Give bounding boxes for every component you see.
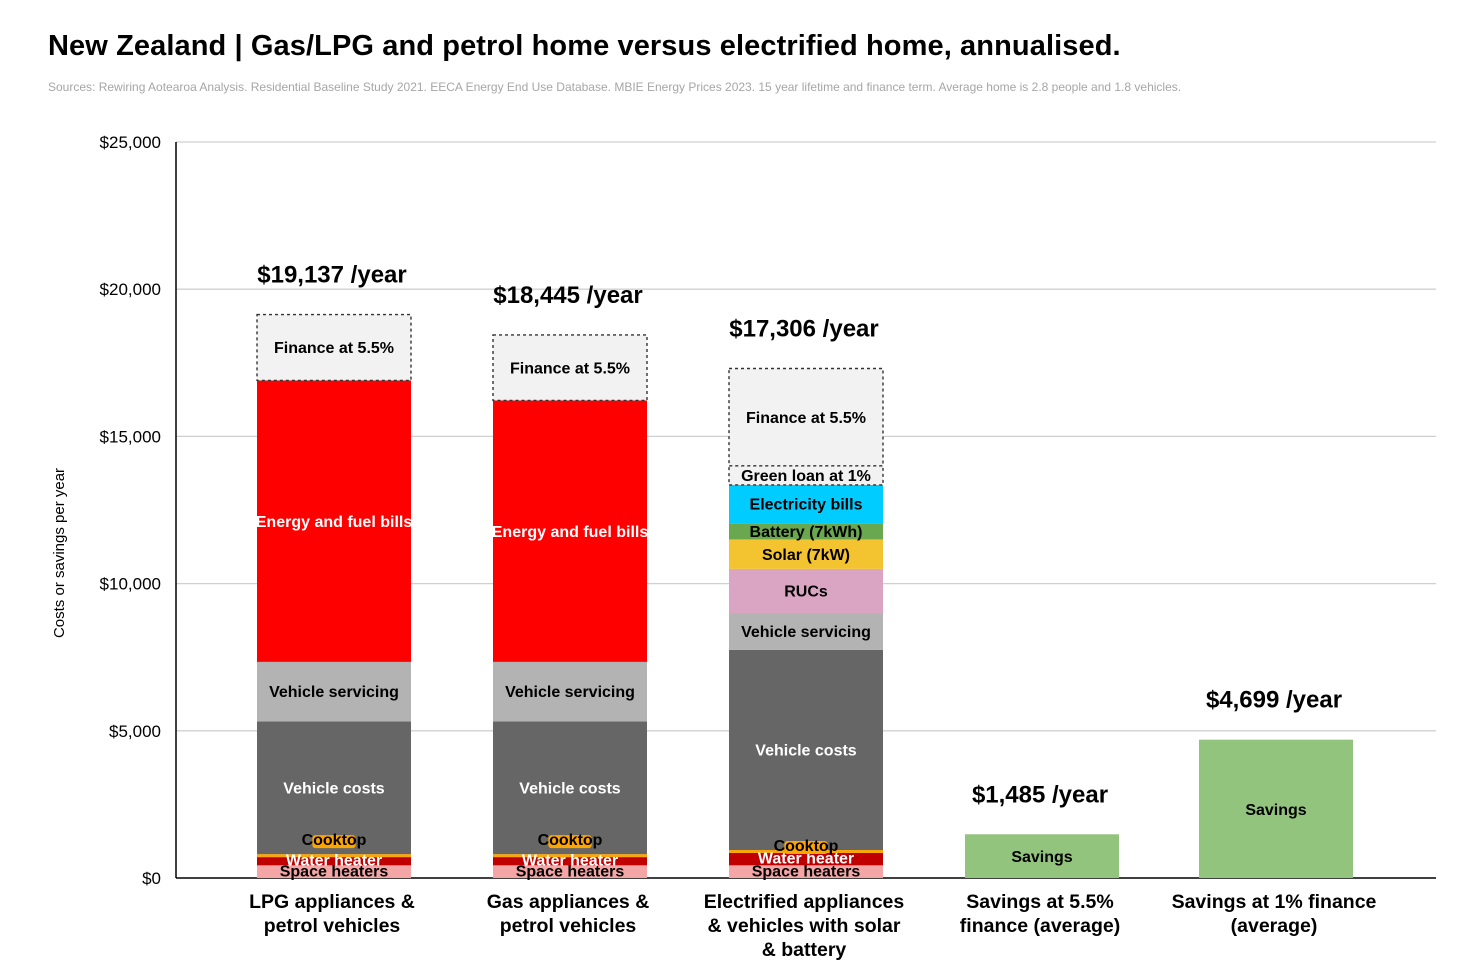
segment-label: Cooktop [774,838,839,855]
x-category-label: Electrified appliances & vehicles with so… [704,891,905,961]
segment-label: Vehicle costs [755,743,856,760]
y-axis-title: Costs or savings per year [51,468,68,638]
segment-label: Electricity bills [750,497,863,514]
segment-label: Green loan at 1% [741,468,871,485]
bar-segment [729,539,883,569]
segment-label: Vehicle servicing [269,684,399,701]
bar-total-label: $19,137 /year [257,262,406,289]
bar-segment [492,334,648,402]
cooktop-label-highlight [784,841,828,855]
bar-segment [493,865,647,878]
y-tick-label: $10,000 [100,575,161,594]
y-tick-label: $20,000 [100,280,161,299]
x-category-label: Savings at 1% finance (average) [1172,891,1377,937]
segment-label: Battery (7kWh) [750,524,863,541]
segment-label: Savings [1011,849,1072,866]
segment-label: Space heaters [516,864,625,881]
bar-segment [729,649,883,851]
bar-segment [729,568,883,614]
segment-label: Water heater [286,852,382,869]
chart-sources-subtitle: Sources: Rewiring Aotearoa Analysis. Res… [48,80,1182,94]
bar-segment [256,313,412,382]
x-category-line: Savings at 1% finance [1172,891,1377,913]
segment-label: Vehicle servicing [741,624,871,641]
bar-total-label: $18,445 /year [493,282,642,309]
x-category-label: Gas appliances & petrol vehicles [487,891,650,937]
bar-total-label: $1,485 /year [972,781,1108,808]
segment-label: Space heaters [752,864,861,881]
segment-label: Cooktop [302,832,367,849]
bar-total-label: $4,699 /year [1206,687,1342,714]
bar-segment [728,465,884,486]
bar-segment [257,380,411,662]
segment-label: Cooktop [538,832,603,849]
x-category-line: LPG appliances & [249,891,415,913]
cooktop-label-highlight [312,835,356,849]
bar-segment [729,613,883,650]
segment-label: Space heaters [280,864,389,881]
bar-segment [493,661,647,722]
bar-segment [493,400,647,662]
bar-segment [729,865,883,878]
y-tick-label: $0 [142,869,161,888]
page-title: New Zealand | Gas/LPG and petrol home ve… [48,30,1121,62]
segment-label: Vehicle servicing [505,684,635,701]
bar-segment [729,523,883,540]
x-category-line: petrol vehicles [264,915,401,937]
bar-segment [257,857,411,866]
bar-stack: Savings $4,699 /year [1199,687,1353,878]
x-category-line: (average) [1231,915,1318,937]
bar-segment [965,834,1119,878]
segment-label: Water heater [522,852,618,869]
segment-label: Energy and fuel bills [256,514,413,531]
bar-segment [257,854,411,858]
x-category-line: Savings at 5.5% [966,891,1113,913]
x-category-line: & battery [762,939,847,961]
segment-label: RUCs [784,584,828,601]
bar-total-label: $17,306 /year [729,316,878,343]
segment-label: Vehicle costs [519,780,620,797]
x-category-label: Savings at 5.5% finance (average) [960,891,1120,937]
x-category-line: & vehicles with solar [708,915,901,937]
bar-segment [257,661,411,722]
x-category-line: finance (average) [960,915,1120,937]
x-category-line: petrol vehicles [500,915,637,937]
segment-label: Finance at 5.5% [746,410,866,427]
segment-label: Water heater [758,850,854,867]
bar-segment [729,852,883,866]
x-category-line: Gas appliances & [487,891,650,913]
bar-segment [257,721,411,855]
bar-segment [1199,739,1353,878]
bar-segment [729,484,883,524]
bar-segment [493,721,647,855]
segment-label: Finance at 5.5% [274,340,394,357]
bar-segment [493,854,647,858]
bar-segment [493,857,647,866]
segment-label: Solar (7kW) [762,547,850,564]
y-tick-label: $15,000 [100,427,161,446]
segment-label: Savings [1245,802,1306,819]
bar-segment [728,367,884,467]
x-category-line: Electrified appliances [704,891,905,913]
segment-label: Finance at 5.5% [510,360,630,377]
segment-label: Vehicle costs [283,780,384,797]
cooktop-label-highlight [548,835,592,849]
y-tick-label: $25,000 [100,133,161,152]
bar-stack: Savings $1,485 /year [965,781,1119,878]
segment-label: Energy and fuel bills [492,524,649,541]
bar-segment [257,865,411,878]
x-category-label: LPG appliances & petrol vehicles [249,891,415,937]
y-tick-label: $5,000 [109,722,161,741]
